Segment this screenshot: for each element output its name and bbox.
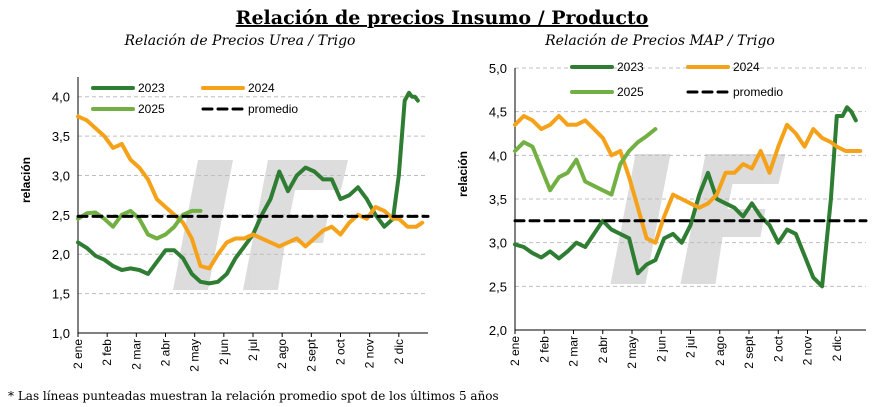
y-tick-label: 1,5 (52, 287, 70, 302)
series-line-2023 (76, 90, 420, 286)
series-line-2023 (513, 105, 858, 289)
y-tick-label: 2,0 (489, 323, 507, 338)
x-tick-label: 2 oct (334, 338, 348, 365)
x-tick-label: 2 ago (713, 336, 727, 366)
y-tick-label: 4,0 (52, 90, 70, 105)
series-line-2024 (76, 114, 425, 271)
x-tick-label: 2 feb (100, 339, 114, 366)
footnote: * Las líneas punteadas muestran la relac… (8, 389, 499, 403)
x-tick-label: 2 ago (275, 339, 289, 369)
x-tick-label: 2 nov (363, 339, 377, 368)
legend-label-2025: 2025 (617, 85, 644, 99)
y-tick-label: 3,0 (489, 236, 507, 251)
y-tick-label: 2,5 (52, 208, 70, 223)
y-tick-label: 3,5 (52, 129, 70, 144)
map-trigo-chart: Relación de Precios MAP / Trigo 2,0 2,5 3,0… (456, 33, 868, 369)
y-axis-label: relación (456, 151, 470, 197)
y-tick-label: 3,5 (489, 192, 507, 207)
x-tick-label: 2 ene (71, 339, 85, 369)
x-tick-label: 2 dic (830, 336, 844, 361)
y-axis-label: relación (19, 157, 33, 203)
series-line-2024 (513, 114, 863, 245)
figure-title: Relación de precios Insumo / Producto (236, 7, 649, 29)
y-tick-label: 4,5 (489, 105, 507, 120)
urea-trigo-chart: Relación de Precios Urea / Trigo 1,0 1,5 2,… (19, 33, 430, 372)
chart-title: Relación de Precios MAP / Trigo (544, 33, 775, 49)
x-tick-label: 2 may (188, 339, 202, 372)
y-tick-label: 3,0 (52, 168, 70, 183)
series-line-2025 (76, 208, 203, 241)
x-tick-label: 2 nov (801, 336, 815, 365)
x-tick-label: 2 may (625, 336, 639, 369)
x-tick-label: 2 abr (596, 336, 610, 363)
y-tick-label: 2,5 (489, 279, 507, 294)
legend-label-2023: 2023 (138, 81, 165, 95)
x-tick-label: 2 sept (304, 338, 318, 371)
watermark-logo (173, 160, 348, 290)
y-tick-label: 4,0 (489, 148, 507, 163)
x-tick-label: 2 mar (129, 339, 143, 370)
x-tick-label: 2 feb (537, 336, 551, 363)
legend-label-2024: 2024 (248, 81, 275, 95)
legend-label-2023: 2023 (617, 60, 644, 74)
legend-label-2025: 2025 (138, 102, 165, 116)
y-tick-label: 2,0 (52, 247, 70, 262)
y-tick-label: 5,0 (489, 61, 507, 76)
x-tick-label: 2 sept (742, 335, 756, 368)
legend-label-promedio: promedio (733, 85, 783, 99)
x-tick-label: 2 jun (217, 339, 231, 365)
x-tick-label: 2 jul (246, 339, 260, 361)
x-tick-label: 2 jun (654, 336, 668, 362)
chart-title: Relación de Precios Urea / Trigo (124, 33, 356, 49)
x-tick-label: 2 mar (567, 336, 581, 367)
legend-label-promedio: promedio (248, 102, 298, 116)
x-tick-label: 2 jul (684, 336, 698, 358)
series-line-2025 (513, 127, 658, 197)
legend: 2023 2024 2025 promedio (91, 81, 298, 116)
legend: 2023 2024 2025 promedio (570, 60, 783, 99)
y-tick-label: 1,0 (52, 326, 70, 341)
x-tick-label: 2 oct (771, 335, 785, 362)
x-tick-label: 2 ene (508, 336, 522, 366)
x-tick-label: 2 abr (159, 339, 173, 366)
x-tick-label: 2 dic (392, 339, 406, 364)
legend-label-2024: 2024 (733, 60, 760, 74)
